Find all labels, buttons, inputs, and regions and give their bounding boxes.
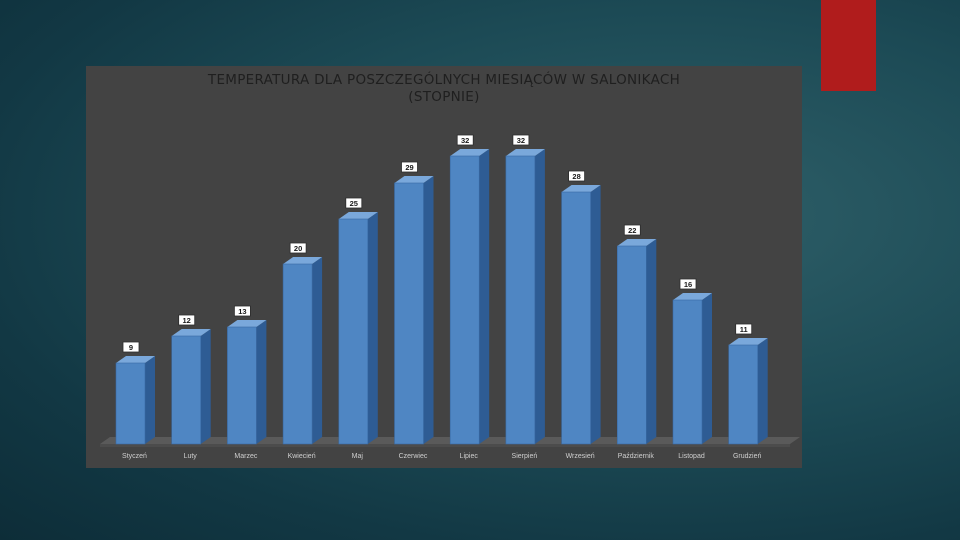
chart-floor-edge <box>100 444 790 447</box>
bar <box>728 344 759 445</box>
data-label-box <box>233 305 251 317</box>
bar-chart: 9 Styczeń 12 Luty 13 Marzec 20 Kwiecień 25 Maj 29 C… <box>100 134 800 460</box>
data-label: 11 <box>740 325 748 334</box>
bar-side <box>200 329 211 444</box>
bar <box>672 299 703 445</box>
bar-top <box>505 149 545 156</box>
data-label: 32 <box>517 136 525 145</box>
bar <box>227 326 257 445</box>
bar <box>561 191 591 445</box>
bar-side <box>423 176 434 444</box>
bar-side <box>145 356 155 444</box>
data-label-box <box>623 224 641 236</box>
data-label: 16 <box>684 280 692 289</box>
bar-top <box>673 293 712 300</box>
category-label: Październik <box>618 453 655 460</box>
data-label: 32 <box>461 136 469 145</box>
bar <box>505 155 536 445</box>
bar-top <box>617 239 657 246</box>
category-label: Luty <box>184 453 198 460</box>
data-label-box <box>401 161 418 173</box>
bar-top <box>116 356 155 363</box>
data-label: 9 <box>129 343 133 352</box>
bar <box>449 155 480 445</box>
category-label: Czerwiec <box>399 453 428 460</box>
bar <box>616 245 647 445</box>
category-label: Styczeń <box>122 453 147 460</box>
bar-top <box>171 329 211 336</box>
bar-top <box>338 212 378 219</box>
chart-title: TEMPERATURA DLA POSZCZEGÓLNYCH MIESIĄCÓW… <box>207 72 681 88</box>
category-label: Maj <box>352 453 364 460</box>
bar-top <box>283 257 323 264</box>
bar-top <box>561 185 601 192</box>
data-label: 22 <box>628 226 636 235</box>
bar-top <box>227 320 267 327</box>
data-label-box <box>345 197 363 209</box>
bar-side <box>534 149 545 444</box>
red-accent-block <box>821 0 876 91</box>
data-label-box <box>679 278 697 290</box>
category-label: Kwiecień <box>288 453 316 460</box>
bar-side <box>646 239 657 444</box>
data-label-box <box>289 242 307 254</box>
data-label-box <box>735 323 753 335</box>
data-label-box <box>568 170 586 182</box>
category-label: Listopad <box>678 453 705 460</box>
bar <box>394 182 424 445</box>
bar-side <box>367 212 378 444</box>
bar-side <box>479 149 490 444</box>
bar-side <box>702 293 712 444</box>
bar-top <box>450 149 490 156</box>
bar-top <box>394 176 434 183</box>
category-label: Marzec <box>234 453 257 460</box>
category-label: Lipiec <box>460 453 479 460</box>
data-label-box <box>122 341 140 353</box>
category-label: Sierpień <box>512 453 538 460</box>
category-label: Grudzień <box>733 453 762 460</box>
bar <box>282 263 313 445</box>
data-label: 25 <box>350 199 358 208</box>
bar <box>338 218 369 445</box>
data-label: 28 <box>572 172 580 181</box>
category-label: Wrzesień <box>566 453 595 460</box>
bar <box>171 335 201 445</box>
data-label: 13 <box>238 307 246 316</box>
bar-side <box>757 338 768 444</box>
chart-subtitle: (STOPNIE) <box>408 89 480 105</box>
bar-top <box>728 338 768 345</box>
data-label: 29 <box>405 163 413 172</box>
data-label-box <box>178 314 196 326</box>
bar-side <box>256 320 267 444</box>
data-label-box <box>456 134 474 146</box>
chart-panel: TEMPERATURA DLA POSZCZEGÓLNYCH MIESIĄCÓW… <box>86 66 802 468</box>
data-label: 20 <box>294 244 302 253</box>
bar-side <box>590 185 601 444</box>
data-label: 12 <box>183 316 191 325</box>
bar-side <box>312 257 323 444</box>
bar <box>115 362 146 445</box>
data-label-box <box>512 134 530 146</box>
